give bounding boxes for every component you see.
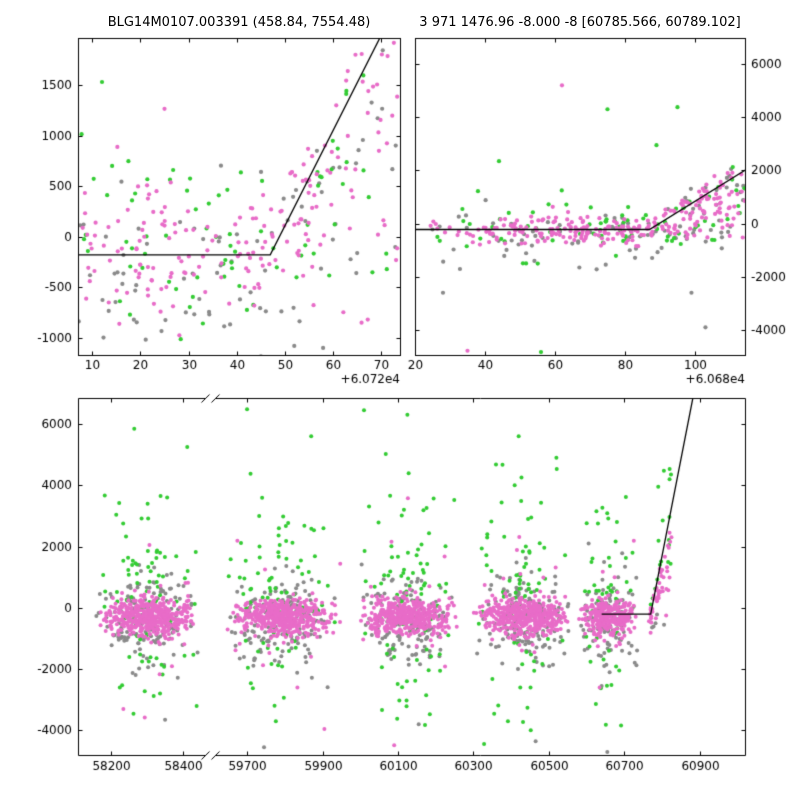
panel-title-left: BLG14M0107.003391 (458.84, 7554.48)	[107, 15, 371, 30]
panel-title-right: 3 971 1476.96 -8.000 -8 [60785.566, 6078…	[419, 15, 741, 30]
